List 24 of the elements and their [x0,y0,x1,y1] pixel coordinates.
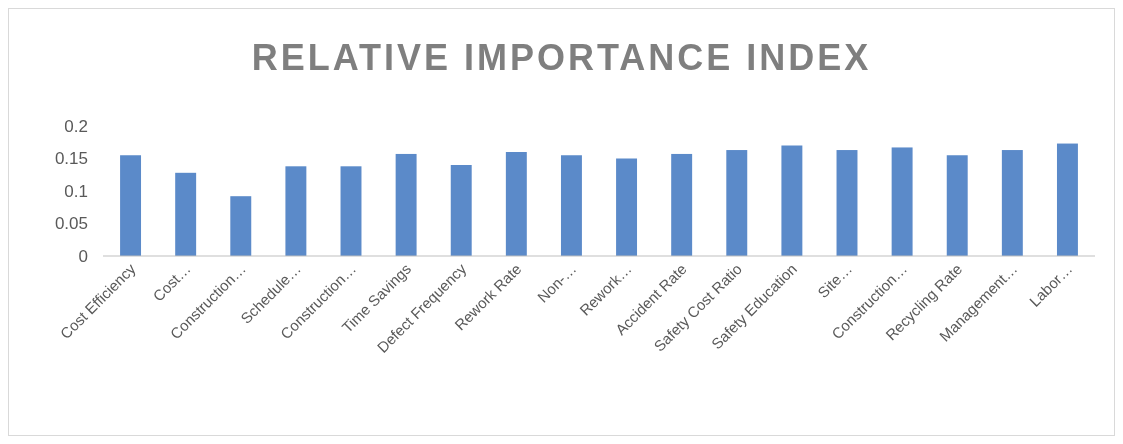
bar [285,166,307,256]
bar [560,155,582,256]
bar [1001,150,1023,256]
bar [175,172,197,256]
y-tick-label: 0.15 [54,149,88,169]
bar [1056,143,1078,256]
bar [836,150,858,256]
bar [340,166,362,256]
bar [671,153,693,256]
y-tick-label: 0.2 [64,116,88,136]
chart-title: RELATIVE IMPORTANCE INDEX [251,37,872,78]
bar [450,165,472,256]
bar [395,153,417,256]
bar [616,158,638,256]
y-tick-label: 0.05 [54,214,88,234]
bar [891,147,913,256]
bar [230,196,252,256]
bar [505,152,527,256]
y-tick-label: 0.1 [64,181,88,201]
bar [726,150,748,256]
bar [781,145,803,256]
y-tick-label: 0 [78,246,88,266]
bar [120,155,142,256]
bar [946,155,968,256]
